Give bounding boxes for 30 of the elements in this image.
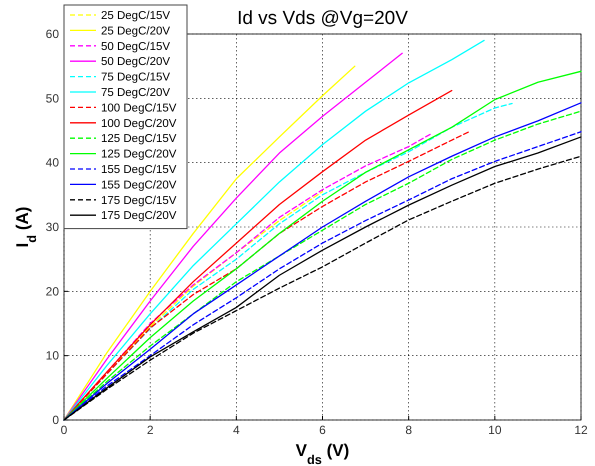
legend-label: 175 DegC/20V — [101, 210, 177, 222]
x-tick-label: 6 — [319, 423, 326, 437]
x-tick-label: 2 — [146, 423, 154, 437]
legend-label: 50 DegC/20V — [101, 56, 170, 68]
legend-label: 125 DegC/20V — [101, 148, 177, 161]
legend-label: 175 DegC/15V — [101, 194, 177, 207]
y-tick-label: 40 — [46, 156, 60, 170]
x-tick-label: 10 — [488, 423, 502, 437]
legend-label: 75 DegC/20V — [101, 87, 170, 99]
legend-label: 25 DegC/15V — [101, 10, 170, 22]
legend-label: 100 DegC/20V — [101, 118, 177, 130]
x-tick-label: 8 — [405, 423, 412, 437]
legend-label: 50 DegC/15V — [101, 40, 170, 53]
legend-label: 155 DegC/20V — [101, 179, 177, 192]
x-axis-title: V$_{ds}$ (V) — [296, 441, 350, 466]
x-tick-label: 0 — [60, 423, 68, 437]
legend-label: 125 DegC/15V — [101, 133, 177, 146]
y-tick-label: 50 — [46, 91, 60, 106]
chart-title: Id vs Vds @Vg=20V — [237, 8, 408, 29]
legend-label: 75 DegC/15V — [101, 72, 170, 84]
y-tick-label: 0 — [52, 413, 60, 427]
y-tick-label: 30 — [46, 220, 60, 234]
legend-label: 155 DegC/15V — [101, 164, 177, 176]
legend-label: 25 DegC/20V — [101, 25, 170, 38]
x-tick-label: 4 — [232, 423, 240, 437]
y-tick-label: 10 — [46, 348, 60, 363]
legend-label: 100 DegC/15V — [101, 102, 177, 114]
y-tick-label: 60 — [46, 27, 60, 41]
x-tick-label: 12 — [574, 423, 588, 437]
y-tick-label: 20 — [46, 284, 60, 298]
